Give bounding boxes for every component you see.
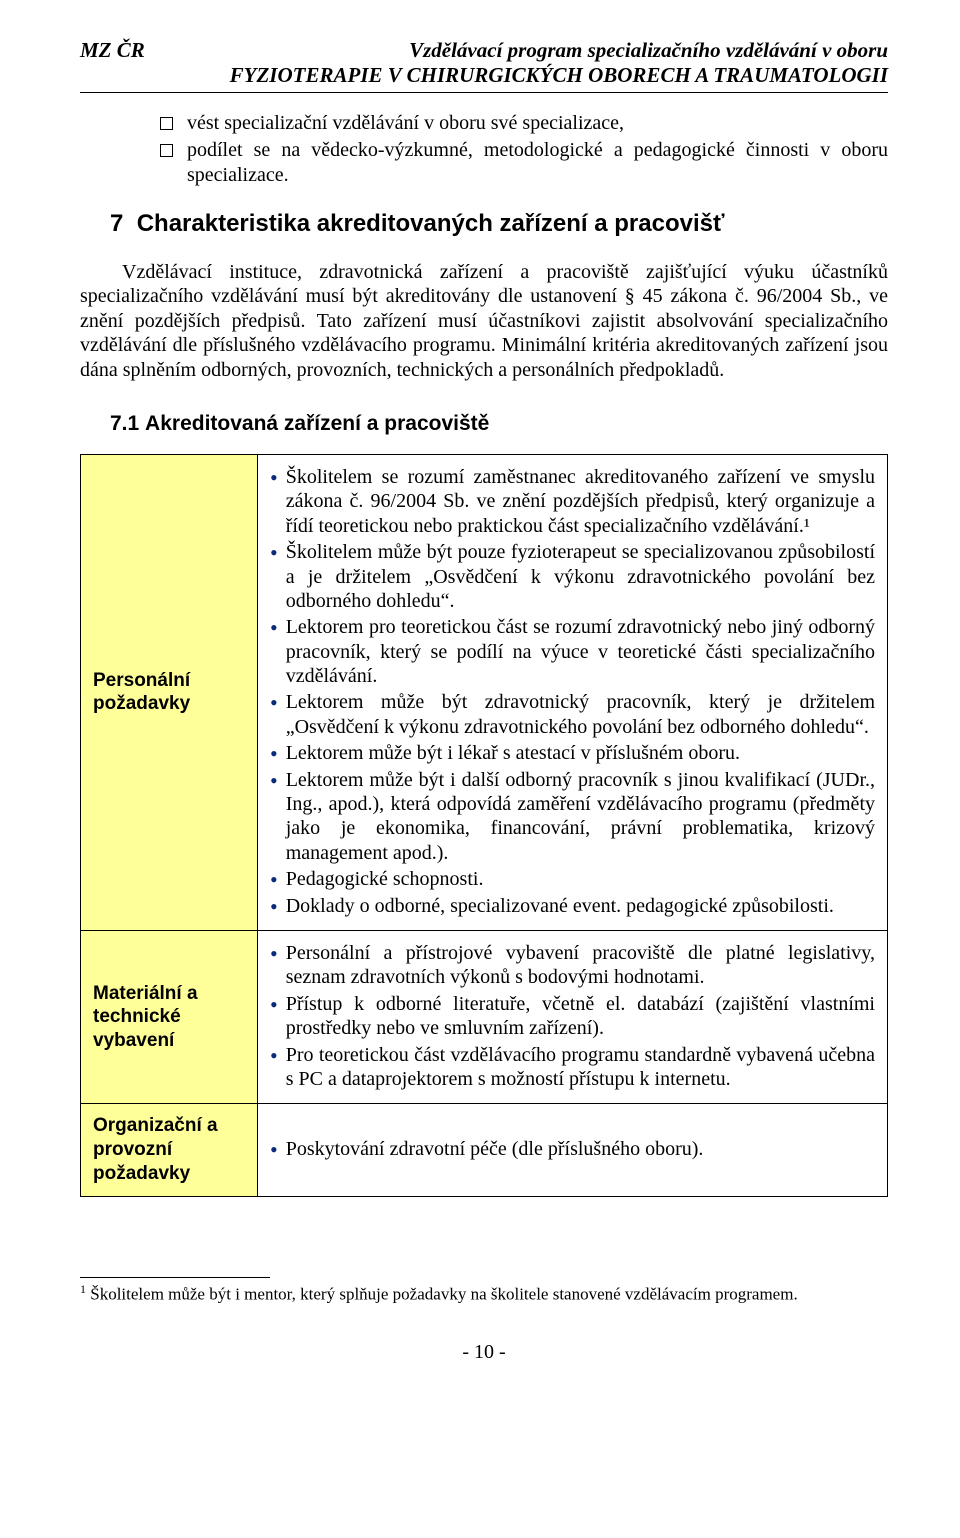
checkbox-icon <box>160 144 173 157</box>
footnote: 1 Školitelem může být i mentor, který sp… <box>80 1282 888 1305</box>
bullet-list: • Personální a přístrojové vybavení praco… <box>270 941 875 1091</box>
header-divider <box>80 92 888 93</box>
list-item-text: Lektorem pro teoretickou část se rozumí … <box>286 615 875 688</box>
list-item: podílet se na vědecko-výzkumné, metodolo… <box>160 138 888 188</box>
page-header: MZ ČR Vzdělávací program specializačního… <box>80 38 888 63</box>
document-page: MZ ČR Vzdělávací program specializačního… <box>0 0 960 1394</box>
list-item: • Pro teoretickou část vzdělávacího progr… <box>270 1043 875 1092</box>
requirements-table: Personální požadavky • Školitelem se rozu… <box>80 454 888 1197</box>
checkbox-icon <box>160 117 173 130</box>
list-item: • Školitelem se rozumí zaměstnanec akredi… <box>270 465 875 538</box>
list-item-text: Lektorem může být zdravotnický pracovník… <box>286 690 875 739</box>
row-label-personal: Personální požadavky <box>81 454 258 930</box>
bullet-icon: • <box>270 770 278 792</box>
list-item: • Lektorem může být zdravotnický pracovní… <box>270 690 875 739</box>
row-label-organizational: Organizační a provozní požadavky <box>81 1104 258 1196</box>
footnote-divider <box>80 1277 270 1278</box>
section-7-paragraph: Vzdělávací instituce, zdravotnická zaříz… <box>80 260 888 382</box>
list-item-text: Poskytování zdravotní péče (dle příslušn… <box>286 1137 875 1161</box>
list-item-text: Doklady o odborné, specializované event.… <box>286 894 875 918</box>
list-item: • Personální a přístrojové vybavení praco… <box>270 941 875 990</box>
bullet-icon: • <box>270 692 278 714</box>
list-item-text: Pro teoretickou část vzdělávacího progra… <box>286 1043 875 1092</box>
list-item: • Školitelem může být pouze fyzioterapeut… <box>270 540 875 613</box>
list-item-text: Personální a přístrojové vybavení pracov… <box>286 941 875 990</box>
list-item-text: Lektorem může být i lékař s atestací v p… <box>286 741 875 765</box>
section-7-1-heading: 7.1 Akreditovaná zařízení a pracoviště <box>110 412 888 436</box>
list-item-text: podílet se na vědecko-výzkumné, metodolo… <box>187 138 888 188</box>
bullet-icon: • <box>270 617 278 639</box>
footnote-text: Školitelem může být i mentor, který splň… <box>90 1284 797 1303</box>
list-item: vést specializační vzdělávání v oboru sv… <box>160 111 888 136</box>
bullet-icon: • <box>270 994 278 1016</box>
bullet-list: • Poskytování zdravotní péče (dle přísluš… <box>270 1137 875 1161</box>
list-item: • Doklady o odborné, specializované event… <box>270 894 875 918</box>
intro-bullet-list: vést specializační vzdělávání v oboru sv… <box>80 111 888 188</box>
header-line2: FYZIOTERAPIE V CHIRURGICKÝCH OBORECH A T… <box>80 63 888 88</box>
list-item: • Pedagogické schopnosti. <box>270 867 875 891</box>
bullet-icon: • <box>270 1045 278 1067</box>
table-row: Materiální a technické vybavení • Personá… <box>81 930 888 1103</box>
row-content-personal: • Školitelem se rozumí zaměstnanec akredi… <box>258 454 888 930</box>
bullet-icon: • <box>270 943 278 965</box>
list-item-text: Přístup k odborné literatuře, včetně el.… <box>286 992 875 1041</box>
list-item: • Lektorem může být i lékař s atestací v … <box>270 741 875 765</box>
header-right: Vzdělávací program specializačního vzděl… <box>409 38 888 63</box>
list-item-text: Pedagogické schopnosti. <box>286 867 875 891</box>
bullet-icon: • <box>270 869 278 891</box>
bullet-icon: • <box>270 1139 278 1161</box>
section-title: Charakteristika akreditovaných zařízení … <box>137 210 725 237</box>
list-item-text: vést specializační vzdělávání v oboru sv… <box>187 111 888 136</box>
list-item-text: Lektorem může být i další odborný pracov… <box>286 768 875 866</box>
row-content-material: • Personální a přístrojové vybavení praco… <box>258 930 888 1103</box>
bullet-list: • Školitelem se rozumí zaměstnanec akredi… <box>270 465 875 918</box>
footnote-marker: 1 <box>80 1282 86 1296</box>
list-item: • Poskytování zdravotní péče (dle přísluš… <box>270 1137 875 1161</box>
section-7-heading: 7 Charakteristika akreditovaných zařízen… <box>110 210 888 238</box>
page-number: - 10 - <box>80 1341 888 1364</box>
bullet-icon: • <box>270 743 278 765</box>
header-left: MZ ČR <box>80 38 145 63</box>
section-number: 7 <box>110 210 123 237</box>
list-item-text: Školitelem se rozumí zaměstnanec akredit… <box>286 465 875 538</box>
row-label-material: Materiální a technické vybavení <box>81 930 258 1103</box>
table-row: Organizační a provozní požadavky • Poskyt… <box>81 1104 888 1196</box>
subsection-title: Akreditovaná zařízení a pracoviště <box>145 412 489 435</box>
bullet-icon: • <box>270 542 278 564</box>
bullet-icon: • <box>270 896 278 918</box>
subsection-number: 7.1 <box>110 412 139 435</box>
list-item: • Lektorem pro teoretickou část se rozumí… <box>270 615 875 688</box>
row-content-organizational: • Poskytování zdravotní péče (dle přísluš… <box>258 1104 888 1196</box>
list-item: • Lektorem může být i další odborný praco… <box>270 768 875 866</box>
list-item: • Přístup k odborné literatuře, včetně el… <box>270 992 875 1041</box>
bullet-icon: • <box>270 467 278 489</box>
table-row: Personální požadavky • Školitelem se rozu… <box>81 454 888 930</box>
list-item-text: Školitelem může být pouze fyzioterapeut … <box>286 540 875 613</box>
